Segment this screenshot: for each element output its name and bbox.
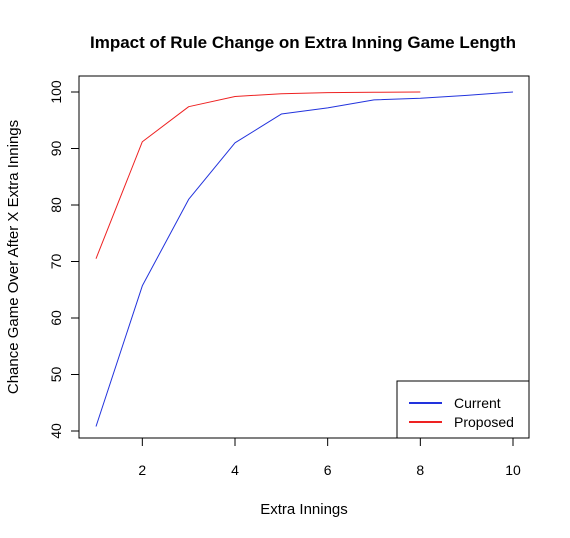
y-tick-label: 60 [48, 310, 64, 326]
chart-title: Impact of Rule Change on Extra Inning Ga… [90, 33, 516, 52]
x-axis-label: Extra Innings [260, 501, 348, 518]
series-line-proposed [96, 92, 420, 259]
y-tick-label: 100 [48, 80, 64, 104]
x-axis: 2 4 6 8 10 [138, 438, 521, 478]
legend: Current Proposed [397, 381, 529, 438]
y-tick-label: 40 [48, 423, 64, 439]
legend-label-proposed: Proposed [454, 414, 514, 430]
y-tick-label: 80 [48, 197, 64, 213]
x-tick-label: 4 [231, 462, 239, 478]
y-tick-label: 90 [48, 141, 64, 157]
series-line-current [96, 92, 513, 426]
x-tick-label: 2 [138, 462, 146, 478]
legend-label-current: Current [454, 395, 501, 411]
x-tick-label: 6 [324, 462, 332, 478]
y-tick-label: 50 [48, 367, 64, 383]
y-tick-label: 70 [48, 254, 64, 270]
y-axis-label: Chance Game Over After X Extra Innings [5, 120, 22, 394]
y-axis: 40 50 60 70 80 90 100 [48, 80, 79, 439]
series-layer [96, 92, 513, 426]
x-tick-label: 8 [416, 462, 424, 478]
x-tick-label: 10 [505, 462, 521, 478]
